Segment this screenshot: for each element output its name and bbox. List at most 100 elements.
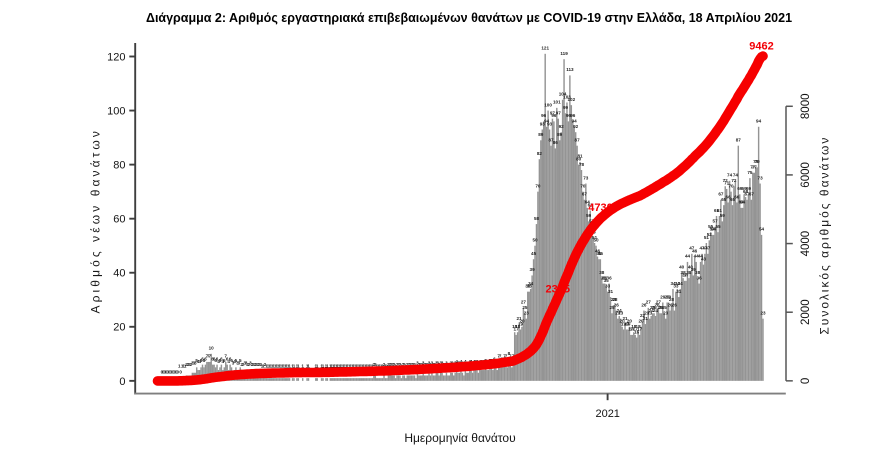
svg-text:7: 7: [224, 354, 227, 359]
svg-text:5: 5: [214, 358, 217, 363]
svg-text:25: 25: [652, 305, 658, 310]
svg-text:6000: 6000: [800, 162, 812, 188]
svg-text:3: 3: [435, 361, 438, 366]
svg-text:87: 87: [736, 138, 742, 143]
svg-text:77: 77: [750, 165, 756, 170]
svg-text:21: 21: [622, 316, 628, 321]
svg-text:119: 119: [560, 51, 568, 56]
svg-text:38: 38: [681, 270, 687, 275]
svg-text:29: 29: [660, 294, 666, 299]
svg-text:67: 67: [744, 192, 750, 197]
svg-text:26: 26: [672, 302, 678, 307]
svg-text:1: 1: [361, 363, 364, 368]
svg-text:1: 1: [307, 363, 310, 368]
svg-text:5: 5: [195, 358, 198, 363]
svg-text:21: 21: [643, 316, 649, 321]
svg-text:65: 65: [721, 197, 727, 202]
svg-text:6: 6: [216, 356, 219, 361]
svg-text:39: 39: [691, 267, 697, 272]
svg-text:7: 7: [499, 354, 502, 359]
svg-text:8: 8: [508, 351, 511, 356]
svg-text:102: 102: [567, 97, 575, 102]
svg-text:103: 103: [563, 94, 571, 99]
svg-text:27: 27: [646, 300, 652, 305]
svg-text:59: 59: [586, 213, 592, 218]
svg-text:2: 2: [387, 362, 390, 367]
svg-text:20: 20: [638, 319, 644, 324]
svg-text:39: 39: [530, 267, 536, 272]
svg-text:64: 64: [740, 200, 746, 205]
svg-text:89: 89: [538, 132, 544, 137]
svg-text:38: 38: [695, 270, 701, 275]
svg-text:120: 120: [107, 51, 125, 63]
svg-text:63: 63: [588, 202, 594, 207]
svg-text:2: 2: [383, 362, 386, 367]
svg-text:16: 16: [634, 329, 640, 334]
svg-text:1: 1: [262, 363, 265, 368]
svg-text:1: 1: [384, 363, 387, 368]
svg-text:1: 1: [360, 363, 363, 368]
svg-text:64: 64: [739, 200, 745, 205]
svg-text:5: 5: [230, 358, 233, 363]
svg-text:113: 113: [566, 67, 574, 72]
svg-text:29: 29: [666, 294, 672, 299]
svg-text:5: 5: [223, 358, 226, 363]
svg-text:78: 78: [579, 162, 585, 167]
svg-text:3: 3: [243, 361, 246, 366]
svg-text:71: 71: [724, 181, 730, 186]
svg-text:4: 4: [460, 359, 463, 364]
svg-text:96: 96: [551, 113, 557, 118]
svg-text:3: 3: [191, 361, 194, 366]
svg-text:1: 1: [182, 363, 185, 368]
svg-text:0: 0: [172, 370, 175, 375]
svg-text:1: 1: [325, 363, 328, 368]
svg-text:1: 1: [357, 363, 360, 368]
svg-text:1: 1: [274, 363, 277, 368]
svg-text:8000: 8000: [800, 94, 812, 120]
svg-text:17: 17: [633, 327, 639, 332]
svg-text:36: 36: [601, 275, 607, 280]
svg-text:1: 1: [315, 363, 318, 368]
svg-text:121: 121: [541, 46, 549, 51]
svg-text:1: 1: [285, 363, 288, 368]
svg-text:7: 7: [509, 354, 512, 359]
svg-text:5: 5: [239, 358, 242, 363]
svg-text:1: 1: [339, 363, 342, 368]
svg-text:2: 2: [413, 362, 416, 367]
svg-text:27: 27: [521, 300, 527, 305]
svg-text:4: 4: [198, 359, 201, 364]
svg-text:2: 2: [399, 362, 402, 367]
svg-text:21: 21: [516, 316, 522, 321]
svg-text:66: 66: [734, 194, 740, 199]
svg-text:1: 1: [316, 363, 319, 368]
svg-text:1: 1: [268, 363, 271, 368]
svg-text:87: 87: [548, 138, 554, 143]
svg-text:72: 72: [723, 178, 729, 183]
svg-text:69: 69: [746, 186, 752, 191]
svg-text:80: 80: [576, 156, 582, 161]
svg-text:1: 1: [278, 363, 281, 368]
svg-text:6: 6: [229, 356, 232, 361]
svg-text:1: 1: [329, 363, 332, 368]
svg-text:37: 37: [682, 273, 688, 278]
svg-text:1: 1: [371, 363, 374, 368]
svg-text:1: 1: [344, 363, 347, 368]
svg-text:44: 44: [698, 254, 704, 259]
svg-text:9462: 9462: [749, 41, 773, 53]
svg-text:3: 3: [422, 361, 425, 366]
svg-text:37: 37: [683, 273, 689, 278]
svg-text:47: 47: [689, 246, 695, 251]
svg-text:28: 28: [669, 297, 675, 302]
svg-text:67: 67: [718, 192, 724, 197]
svg-text:97: 97: [550, 111, 556, 116]
svg-text:2: 2: [393, 362, 396, 367]
svg-text:33: 33: [525, 284, 531, 289]
svg-text:93: 93: [540, 121, 546, 126]
svg-text:20: 20: [620, 319, 626, 324]
svg-text:10: 10: [209, 346, 215, 351]
svg-text:17: 17: [637, 327, 643, 332]
svg-text:0: 0: [168, 370, 171, 375]
svg-text:7: 7: [206, 354, 209, 359]
svg-text:77: 77: [752, 165, 758, 170]
svg-text:1: 1: [332, 363, 335, 368]
